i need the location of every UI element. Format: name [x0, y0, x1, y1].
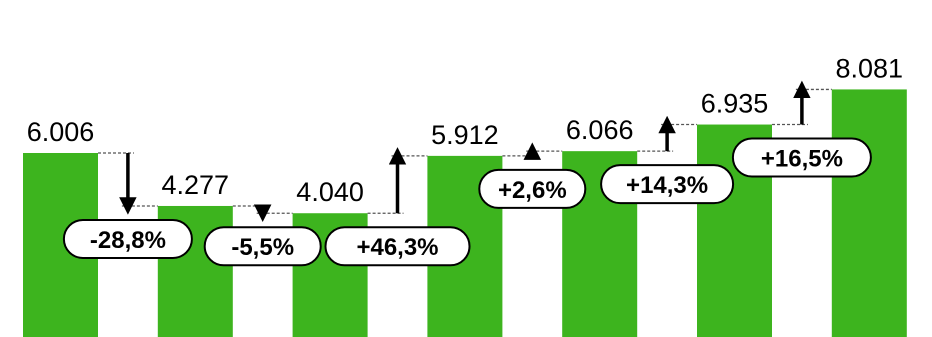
value-label-2: 4.277	[162, 170, 230, 200]
change-bubble-3	[324, 226, 471, 267]
bar-7	[831, 89, 907, 337]
change-bubble-6	[731, 137, 872, 178]
value-label-3: 4.040	[296, 177, 364, 207]
change-label-5: +14,3%	[626, 172, 708, 199]
value-label-1: 6.006	[27, 117, 95, 147]
change-label-2: -5,5%	[231, 234, 294, 261]
change-label-4: +2,6%	[498, 177, 567, 204]
value-label-4: 5.912	[431, 120, 499, 150]
value-label-7: 8.081	[836, 53, 904, 83]
change-bubble-2	[203, 226, 322, 267]
value-label-6: 6.935	[701, 89, 769, 119]
change-bubble-5	[600, 164, 735, 205]
change-bubble-4	[478, 168, 587, 209]
change-label-3: +46,3%	[356, 234, 438, 261]
change-label-6: +16,5%	[761, 146, 843, 173]
change-bubble-1	[62, 218, 193, 259]
change-label-1: -28,8%	[90, 227, 166, 254]
value-label-5: 6.066	[566, 115, 634, 145]
